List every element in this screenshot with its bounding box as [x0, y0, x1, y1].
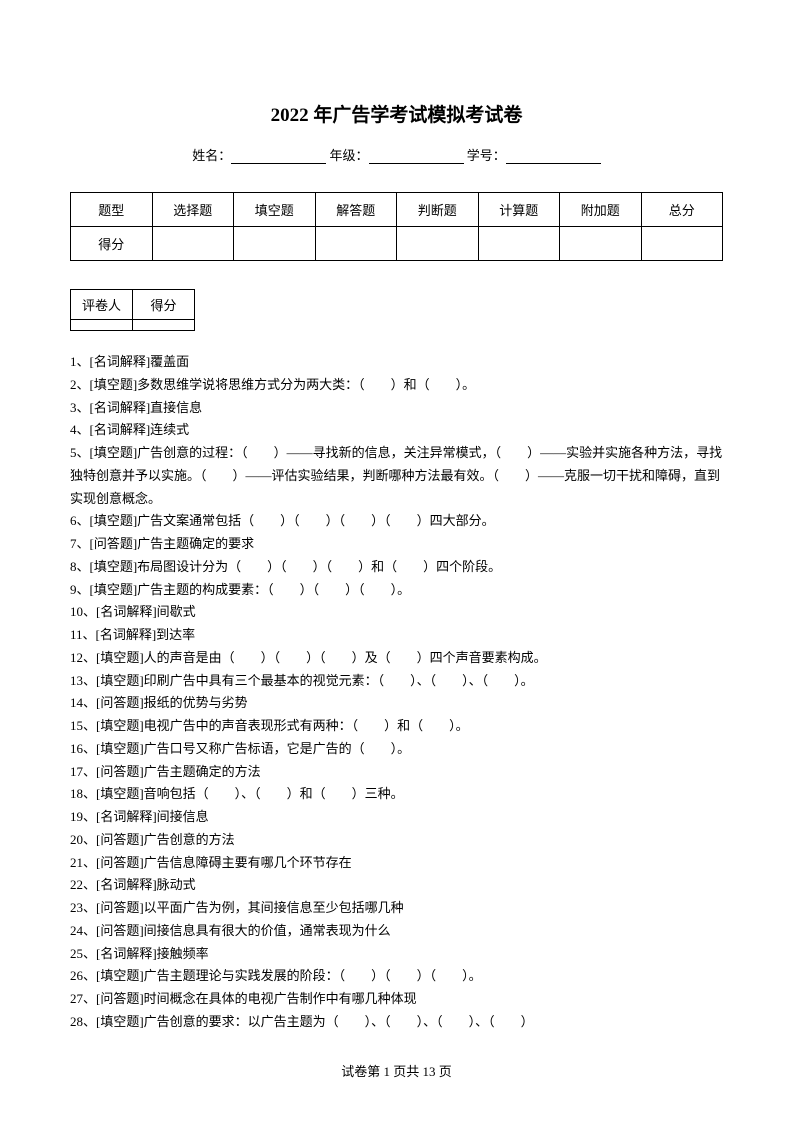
list-item: 9、[填空题]广告主题的构成要素：（ ）（ ）（ ）。: [70, 579, 723, 602]
list-item: 15、[填空题]电视广告中的声音表现形式有两种：（ ）和（ ）。: [70, 715, 723, 738]
table-cell: [641, 227, 723, 261]
student-info-line: 姓名： 年级： 学号：: [70, 145, 723, 164]
table-cell: 题型: [71, 193, 153, 227]
name-blank: [231, 150, 326, 164]
table-cell: 解答题: [315, 193, 397, 227]
list-item: 28、[填空题]广告创意的要求：以广告主题为（ ）、（ ）、（ ）、（ ）: [70, 1011, 723, 1034]
exam-title: 2022 年广告学考试模拟考试卷: [70, 100, 723, 127]
table-cell: 填空题: [234, 193, 316, 227]
footer-middle: 页共: [390, 1064, 423, 1079]
list-item: 17、[问答题]广告主题确定的方法: [70, 761, 723, 784]
table-cell: [234, 227, 316, 261]
list-item: 8、[填空题]布局图设计分为（ ）（ ）（ ）和（ ）四个阶段。: [70, 556, 723, 579]
grade-blank: [369, 150, 464, 164]
list-item: 24、[问答题]间接信息具有很大的价值，通常表现为什么: [70, 920, 723, 943]
list-item: 4、[名词解释]连续式: [70, 419, 723, 442]
table-cell: 评卷人: [71, 290, 133, 320]
footer-prefix: 试卷第: [341, 1064, 383, 1079]
table-cell: 得分: [71, 227, 153, 261]
table-cell: [397, 227, 479, 261]
table-cell: 总分: [641, 193, 723, 227]
table-row: 评卷人 得分: [71, 290, 195, 320]
list-item: 13、[填空题]印刷广告中具有三个最基本的视觉元素：（ ）、（ ）、（ ）。: [70, 670, 723, 693]
list-item: 22、[名词解释]脉动式: [70, 874, 723, 897]
table-cell: 计算题: [478, 193, 560, 227]
list-item: 21、[问答题]广告信息障碍主要有哪几个环节存在: [70, 852, 723, 875]
list-item: 3、[名词解释]直接信息: [70, 397, 723, 420]
name-label: 姓名：: [192, 148, 231, 163]
list-item: 27、[问答题]时间概念在具体的电视广告制作中有哪几种体现: [70, 988, 723, 1011]
list-item: 14、[问答题]报纸的优势与劣势: [70, 692, 723, 715]
table-row: 题型 选择题 填空题 解答题 判断题 计算题 附加题 总分: [71, 193, 723, 227]
footer-suffix: 页: [436, 1064, 452, 1079]
list-item: 1、[名词解释]覆盖面: [70, 351, 723, 374]
list-item: 16、[填空题]广告口号又称广告标语，它是广告的（ ）。: [70, 738, 723, 761]
list-item: 7、[问答题]广告主题确定的要求: [70, 533, 723, 556]
list-item: 19、[名词解释]间接信息: [70, 806, 723, 829]
table-cell: 选择题: [152, 193, 234, 227]
id-blank: [506, 150, 601, 164]
table-cell: [560, 227, 642, 261]
score-table: 题型 选择题 填空题 解答题 判断题 计算题 附加题 总分 得分: [70, 192, 723, 261]
list-item: 2、[填空题]多数思维学说将思维方式分为两大类：（ ）和（ ）。: [70, 374, 723, 397]
grader-table: 评卷人 得分: [70, 289, 195, 331]
list-item: 25、[名词解释]接触频率: [70, 943, 723, 966]
table-cell: 得分: [133, 290, 195, 320]
list-item: 10、[名词解释]间歇式: [70, 601, 723, 624]
list-item: 12、[填空题]人的声音是由（ ）（ ）（ ）及（ ）四个声音要素构成。: [70, 647, 723, 670]
list-item: 23、[问答题]以平面广告为例，其间接信息至少包括哪几种: [70, 897, 723, 920]
table-cell: [478, 227, 560, 261]
footer-total-pages: 13: [423, 1064, 436, 1079]
page-footer: 试卷第 1 页共 13 页: [0, 1061, 793, 1080]
table-row: 得分: [71, 227, 723, 261]
table-cell: 附加题: [560, 193, 642, 227]
list-item: 5、[填空题]广告创意的过程：（ ）——寻找新的信息，关注异常模式，（ ）——实…: [70, 442, 723, 510]
questions-list: 1、[名词解释]覆盖面 2、[填空题]多数思维学说将思维方式分为两大类：（ ）和…: [70, 351, 723, 1034]
table-cell: 判断题: [397, 193, 479, 227]
table-cell: [133, 320, 195, 331]
grade-label: 年级：: [329, 148, 368, 163]
list-item: 11、[名词解释]到达率: [70, 624, 723, 647]
table-cell: [152, 227, 234, 261]
table-cell: [315, 227, 397, 261]
list-item: 20、[问答题]广告创意的方法: [70, 829, 723, 852]
list-item: 18、[填空题]音响包括（ ）、（ ）和（ ）三种。: [70, 783, 723, 806]
table-cell: [71, 320, 133, 331]
list-item: 6、[填空题]广告文案通常包括（ ）（ ）（ ）（ ）四大部分。: [70, 510, 723, 533]
list-item: 26、[填空题]广告主题理论与实践发展的阶段：（ ）（ ）（ ）。: [70, 965, 723, 988]
id-label: 学号：: [467, 148, 506, 163]
table-row: [71, 320, 195, 331]
